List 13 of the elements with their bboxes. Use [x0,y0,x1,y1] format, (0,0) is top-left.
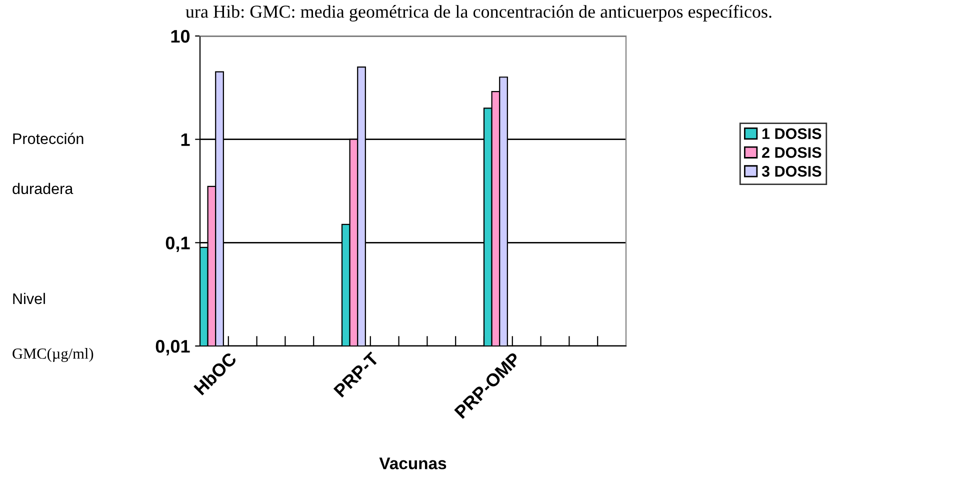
text: GMC(µg/ml) [12,348,94,362]
y-tick-label: 10 [171,30,190,43]
text: duradera [12,182,74,194]
text: Nivel [13,292,45,304]
legend-label: 2 DOSIS [762,147,822,158]
text: Protección [13,132,84,144]
legend-label: 1 DOSIS [762,128,822,140]
legend-label: 3 DOSIS [762,166,822,177]
x-axis-title: Vacunas [379,458,446,470]
y-tick-label: 0,1 [166,236,190,252]
y-tick-label: 1 [181,133,190,146]
y-tick-label: 0,01 [156,340,190,356]
chart-title: ura Hib: GMC: media geométrica de la concentración de anticuerpos específicos. [186,4,772,22]
